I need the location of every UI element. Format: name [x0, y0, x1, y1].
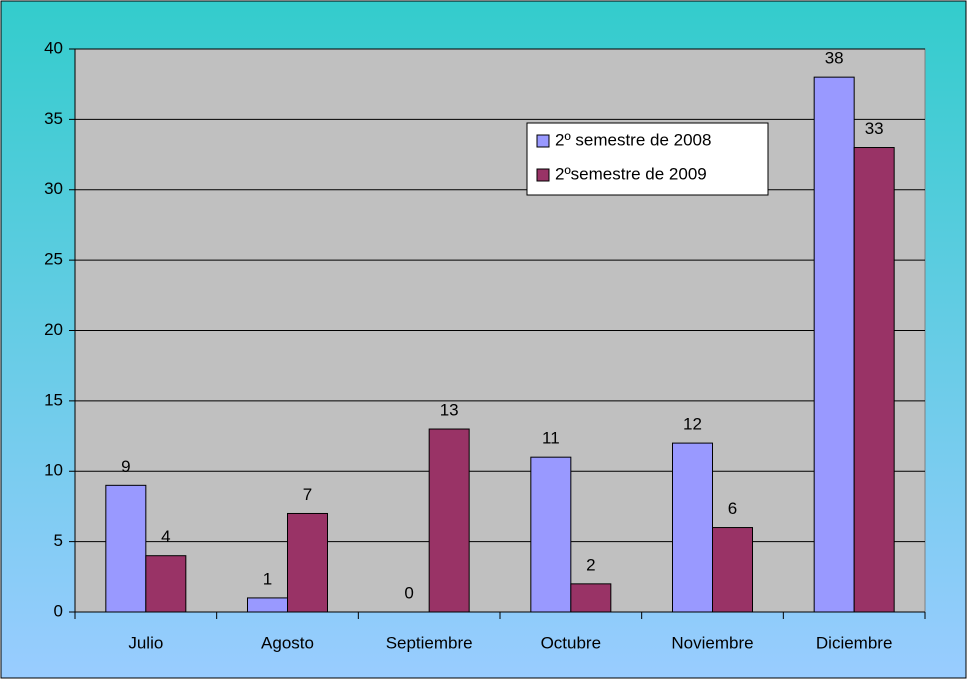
y-tick-label: 0: [54, 601, 63, 620]
data-label: 33: [865, 119, 884, 138]
bar: [813, 76, 855, 613]
bar: [287, 512, 328, 613]
x-tick-label: Septiembre: [386, 633, 473, 652]
legend-label: 2º semestre de 2008: [555, 130, 711, 149]
y-tick-label: 25: [44, 250, 63, 269]
legend-swatch: [536, 134, 550, 148]
y-tick-label: 30: [44, 179, 63, 198]
x-tick-label: Noviembre: [671, 633, 753, 652]
bar: [712, 527, 753, 613]
y-tick-label: 35: [44, 109, 63, 128]
x-tick-label: Agosto: [261, 633, 314, 652]
bar: [247, 597, 288, 613]
y-tick-label: 15: [44, 390, 63, 409]
x-tick-label: Julio: [128, 633, 163, 652]
legend: [526, 122, 769, 196]
bar: [428, 428, 470, 613]
bar: [672, 442, 713, 613]
bar: [570, 583, 612, 613]
bar: [145, 555, 187, 613]
y-tick-label: 5: [54, 531, 63, 550]
data-label: 6: [728, 499, 737, 518]
y-tick-label: 20: [44, 320, 63, 339]
data-label: 7: [303, 485, 312, 504]
data-label: 4: [161, 527, 170, 546]
legend-swatch: [536, 168, 550, 182]
data-label: 12: [683, 415, 702, 434]
x-tick-label: Octubre: [541, 633, 601, 652]
legend-label: 2ºsemestre de 2009: [555, 164, 707, 183]
bar: [105, 484, 147, 613]
bar: [853, 147, 895, 613]
bar: [530, 456, 572, 613]
y-tick-label: 40: [44, 38, 63, 57]
data-label: 11: [542, 429, 560, 448]
data-label: 38: [825, 49, 844, 68]
y-tick-label: 10: [44, 461, 63, 480]
data-label: 0: [404, 583, 413, 602]
data-label: 9: [121, 457, 130, 476]
x-tick-label: Diciembre: [816, 633, 893, 652]
data-label: 2: [586, 555, 595, 574]
data-label: 1: [263, 569, 272, 588]
data-label: 13: [440, 401, 459, 420]
